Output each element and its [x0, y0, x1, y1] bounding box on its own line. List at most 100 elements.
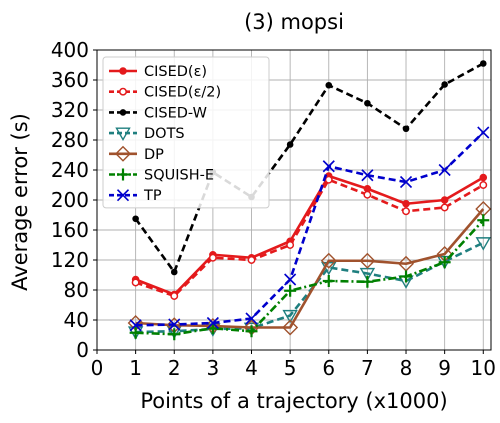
legend-item: SQUISH-E: [109, 168, 214, 184]
x-axis: 0 1 2 3 4 5 6 7 8 9 10: [91, 350, 496, 380]
data-point: [129, 326, 142, 339]
data-point: [170, 268, 178, 276]
data-point: [131, 278, 140, 287]
data-point: [363, 190, 372, 199]
data-point: [364, 99, 371, 107]
legend-marker: [119, 87, 127, 96]
legend-marker: [116, 189, 130, 202]
legend-item: CISED(ε/2): [109, 85, 221, 101]
data-point: [477, 126, 490, 139]
marker-stroke: [206, 316, 219, 330]
x-tick-label: 1: [129, 356, 142, 380]
data-point: [282, 309, 298, 324]
x-tick-label: 10: [471, 356, 496, 380]
series-line: [135, 174, 484, 296]
marker-stroke: [438, 163, 451, 177]
legend-item: CISED(ε): [109, 64, 207, 80]
y-tick-label: 240: [51, 158, 89, 182]
legend-label: TP: [143, 188, 162, 204]
data-point: [438, 256, 451, 269]
y-tick-label: 120: [51, 248, 89, 272]
data-point: [286, 141, 294, 148]
data-point: [245, 325, 258, 338]
x-tick-label: 7: [361, 356, 374, 380]
y-tick-label: 280: [51, 128, 89, 152]
legend: CISED(ε) CISED(ε/2) CISED-W DOTS DP SQUISH-E T…: [102, 56, 270, 209]
data-point: [284, 284, 297, 297]
data-point: [402, 125, 410, 133]
data-point: [208, 253, 217, 262]
data-point: [322, 160, 335, 173]
y-axis: 0 40 80 120 160 200 240 280 320 360 400: [51, 38, 97, 362]
legend-box: [102, 56, 270, 209]
legend-marker: [115, 145, 131, 162]
marker-stroke: [129, 319, 142, 332]
y-tick-label: 400: [51, 38, 89, 62]
legend-item: CISED-W: [109, 105, 207, 121]
data-point: [206, 316, 219, 330]
data-point: [400, 270, 413, 283]
x-tick-label: 0: [91, 356, 104, 380]
data-point: [247, 256, 256, 264]
data-point: [441, 81, 448, 88]
data-point: [475, 237, 491, 251]
y-tick-label: 80: [64, 278, 89, 302]
y-axis-label: Average error (s): [8, 113, 32, 291]
data-point: [399, 175, 413, 189]
chart-title: (3) mopsi: [244, 10, 344, 34]
legend-item: DP: [109, 145, 164, 163]
data-point: [477, 214, 490, 227]
data-point: [168, 318, 181, 331]
series-line: [135, 208, 485, 329]
data-point: [168, 328, 181, 341]
legend-marker: [119, 109, 127, 116]
series-line: [134, 62, 484, 274]
y-tick-label: 360: [51, 68, 89, 92]
legend-marker: [115, 127, 131, 142]
x-tick-label: 9: [438, 356, 451, 380]
x-tick-label: 2: [168, 356, 181, 380]
data-point: [479, 181, 488, 189]
marker-stroke: [322, 160, 335, 173]
y-tick-label: 0: [76, 338, 89, 362]
data-point: [322, 275, 335, 287]
data-point: [129, 319, 142, 332]
series-line: [135, 131, 485, 327]
data-point: [325, 81, 333, 89]
y-tick-label: 320: [51, 98, 89, 122]
legend-item: DOTS: [109, 126, 185, 142]
y-tick-label: 160: [51, 218, 89, 242]
data-point: [170, 292, 179, 300]
series-line: [135, 241, 484, 334]
data-point: [132, 215, 139, 223]
data-point: [286, 241, 295, 249]
series-line: [135, 178, 484, 298]
data-point: [438, 163, 451, 177]
x-tick-label: 4: [245, 356, 258, 380]
y-tick-label: 40: [64, 308, 89, 332]
marker-stroke: [477, 126, 490, 139]
series-cised-2: [131, 175, 488, 300]
y-tick-label: 200: [51, 188, 89, 212]
marker-stroke: [399, 175, 413, 189]
marker-stroke: [361, 169, 374, 182]
x-tick-label: 6: [322, 356, 335, 380]
data-point: [324, 175, 333, 184]
plot-area: [127, 60, 492, 341]
data-point: [282, 319, 299, 336]
legend-label: CISED-W: [144, 105, 207, 121]
x-axis-label: Points of a trajectory (x1000): [140, 389, 447, 413]
data-point: [284, 273, 297, 286]
x-tick-label: 3: [207, 356, 220, 380]
data-point: [243, 322, 260, 337]
data-point: [402, 199, 410, 208]
legend-label: DP: [144, 147, 164, 163]
data-point: [245, 312, 258, 325]
data-point: [361, 169, 374, 182]
x-tick-label: 5: [284, 356, 297, 380]
marker-stroke: [116, 189, 130, 202]
data-point: [361, 275, 374, 288]
legend-marker: [117, 168, 129, 181]
legend-item: TP: [109, 188, 162, 204]
